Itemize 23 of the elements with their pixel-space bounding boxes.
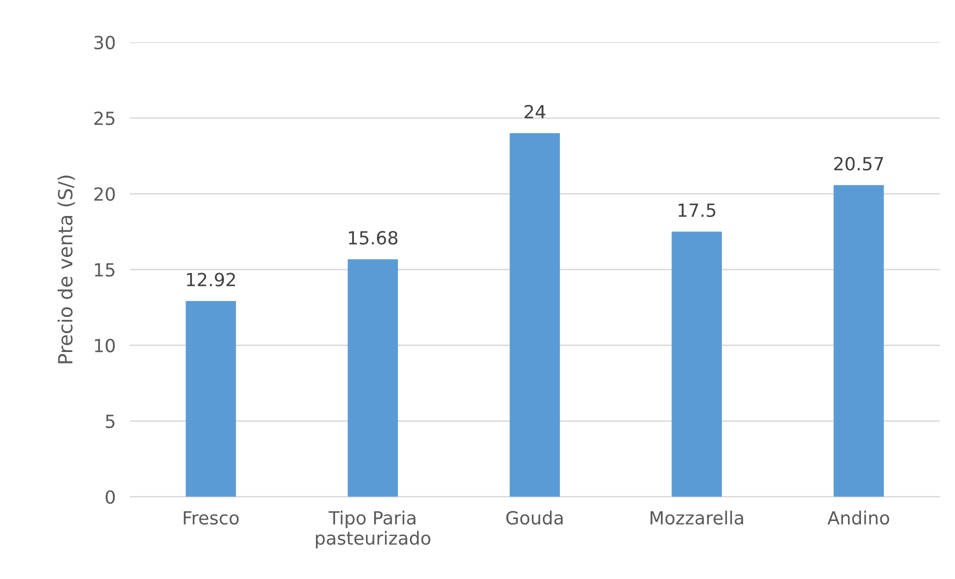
y-tick-label: 30 bbox=[94, 36, 115, 50]
bar bbox=[186, 301, 236, 497]
bar bbox=[672, 232, 722, 497]
data-label: 24 bbox=[524, 104, 546, 118]
y-tick-label: 10 bbox=[95, 338, 115, 352]
x-tick-label: Tipo Paria pasteurizado bbox=[316, 510, 430, 548]
data-label: 17.5 bbox=[678, 204, 716, 218]
bar bbox=[834, 185, 884, 497]
y-tick-label: 25 bbox=[94, 111, 114, 126]
y-tick-label: 15 bbox=[95, 263, 114, 277]
y-tick-label: 5 bbox=[106, 414, 114, 428]
x-tick-label: Gouda bbox=[506, 510, 563, 525]
bar bbox=[510, 133, 560, 497]
x-tick-label: Fresco bbox=[184, 511, 239, 525]
data-label: 15.68 bbox=[348, 230, 398, 245]
y-tick-label: 0 bbox=[106, 490, 115, 504]
y-axis-title: Precio de venta (S/) bbox=[58, 176, 75, 364]
bar bbox=[348, 259, 398, 497]
y-tick-label: 20 bbox=[94, 187, 115, 201]
x-tick-label: Andino bbox=[827, 510, 890, 525]
data-label: 20.57 bbox=[834, 156, 884, 171]
x-tick-label: Mozzarella bbox=[650, 510, 744, 525]
data-label: 12.92 bbox=[187, 272, 235, 286]
